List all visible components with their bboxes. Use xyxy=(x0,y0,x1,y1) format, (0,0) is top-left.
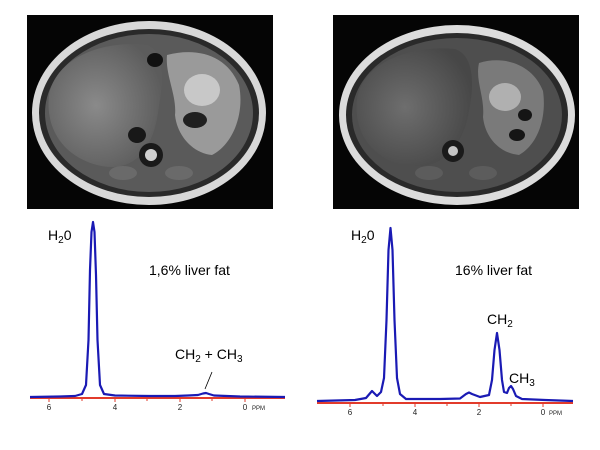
left-water-peak-label: H20 xyxy=(48,227,72,246)
right-tick-label: 4 xyxy=(412,408,418,417)
right-axis-ticks xyxy=(349,403,544,407)
right-ppm-unit-label: PPM xyxy=(549,411,563,417)
right-ch2-peak-label: CH2 xyxy=(487,311,513,330)
right-fat-percentage-label: 16% liver fat xyxy=(455,262,533,278)
left-tick-label: 6 xyxy=(46,403,52,412)
left-spectrum-line xyxy=(29,220,286,399)
left-axis-ticks xyxy=(48,398,246,402)
left-tick-label: 0 xyxy=(242,403,248,412)
left-ppm-unit-label: PPM xyxy=(252,406,266,412)
right-water-peak-label: H20 xyxy=(351,227,375,246)
left-tick-label: 2 xyxy=(177,403,183,412)
left-tick-label: 4 xyxy=(112,403,118,412)
mri-image-low-fat xyxy=(27,15,273,209)
abdominal-mri-scan-right xyxy=(339,25,575,205)
left-fat-callout-line xyxy=(204,371,213,390)
right-ch3-peak-label: CH3 xyxy=(509,370,535,389)
right-spectrum-line xyxy=(316,226,574,403)
right-tick-label: 6 xyxy=(347,408,353,417)
mri-image-high-fat xyxy=(333,15,579,209)
right-tick-label: 0 xyxy=(540,408,546,417)
abdominal-mri-scan-left xyxy=(32,21,266,205)
right-tick-label: 2 xyxy=(476,408,482,417)
left-fat-peak-label: CH2 + CH3 xyxy=(175,346,243,365)
left-fat-percentage-label: 1,6% liver fat xyxy=(149,262,230,278)
